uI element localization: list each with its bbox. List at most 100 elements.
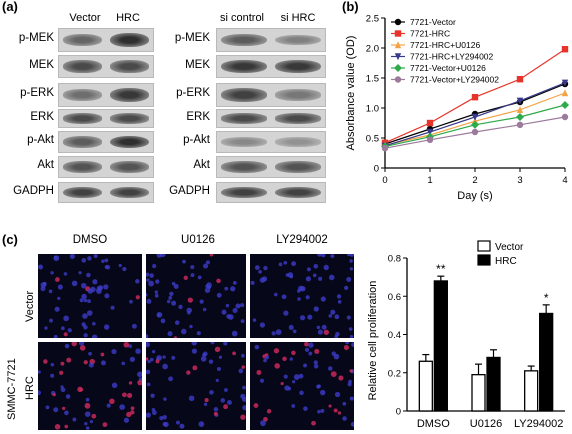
- cell-nucleus: [50, 271, 54, 275]
- cell-nucleus: [137, 379, 142, 386]
- cell-nucleus: [254, 344, 260, 350]
- line-point-s3-3: [516, 97, 524, 105]
- right-band-p-mek-lane1: [221, 33, 267, 47]
- cell-nucleus: [121, 361, 126, 366]
- cell-nucleus: [313, 306, 319, 312]
- cell-nucleus: [266, 409, 272, 414]
- cell-nucleus: [59, 370, 64, 375]
- legend-marker-4: [394, 64, 402, 72]
- cell-nucleus: [214, 346, 221, 353]
- bar-hrc-0: [433, 280, 448, 412]
- left-band-mek-lane2: [110, 60, 149, 73]
- cell-nucleus: [220, 398, 226, 403]
- cell-nucleus: [60, 385, 64, 389]
- left-band-akt-lane1: [63, 161, 102, 173]
- cell-nucleus: [54, 424, 61, 430]
- line-chart-ytick-label: 0.5: [366, 134, 379, 145]
- western-blot-right: si control si HRC p-MEK MEK p-ERK ERK p-Akt A…: [160, 0, 335, 210]
- right-row-label-p-akt: p-Akt: [183, 134, 210, 146]
- line-chart-xtick-label: 3: [517, 175, 522, 186]
- line-point-s1-4: [561, 46, 569, 53]
- cell-nucleus: [149, 357, 154, 362]
- cell-nucleus: [259, 322, 266, 328]
- col-label-ly294002: LY294002: [276, 234, 328, 246]
- cell-nucleus: [336, 294, 342, 299]
- cell-nucleus: [79, 345, 86, 351]
- cell-nucleus: [292, 329, 297, 334]
- cell-nucleus: [216, 278, 221, 284]
- cell-nucleus: [347, 382, 352, 387]
- bar-chart-y-axis-title: Relative cell proliferation: [367, 281, 379, 401]
- cell-nucleus: [349, 254, 354, 257]
- cell-nucleus: [238, 368, 244, 374]
- cell-nucleus: [240, 414, 246, 420]
- line-point-s3-4: [561, 79, 569, 87]
- cell-nucleus: [156, 254, 163, 258]
- cell-nucleus: [109, 398, 115, 405]
- cell-nucleus: [86, 310, 93, 316]
- left-blot-strip-mek: [58, 55, 154, 78]
- lane-label-si-control: si control: [219, 12, 265, 24]
- left-row-label-p-erk: p-ERK: [20, 87, 54, 99]
- micrograph-hrc-ly294002: [250, 342, 354, 430]
- cell-nucleus: [258, 270, 262, 274]
- left-band-gadph-lane1: [63, 186, 102, 199]
- left-row-label-p-akt: p-Akt: [27, 134, 54, 146]
- cell-nucleus: [349, 369, 353, 373]
- right-band-mek-lane2: [275, 59, 321, 74]
- micrograph-cells: [146, 342, 246, 429]
- cell-nucleus: [333, 353, 340, 360]
- cell-nucleus: [72, 417, 77, 422]
- right-row-label-erk: ERK: [186, 110, 210, 123]
- bar-vector-0: [418, 360, 433, 412]
- cell-nucleus: [289, 357, 293, 361]
- cell-nucleus: [146, 293, 148, 297]
- cell-nucleus: [207, 285, 212, 290]
- cell-nucleus: [92, 279, 98, 285]
- legend-marker-1: [394, 30, 402, 37]
- line-point-s2-4: [561, 89, 569, 97]
- line-point-s3-1: [426, 128, 434, 136]
- cell-nucleus: [148, 280, 154, 287]
- cell-nucleus: [71, 342, 77, 347]
- cell-nucleus: [163, 397, 167, 401]
- cell-nucleus: [289, 275, 293, 279]
- cell-nucleus: [156, 311, 163, 318]
- legend-label-5: 7721-Vector+LY294002: [410, 75, 499, 85]
- col-label-dmso: DMSO: [72, 234, 108, 246]
- cell-nucleus: [65, 394, 71, 399]
- cell-nucleus: [103, 284, 109, 290]
- cell-nucleus: [126, 411, 132, 418]
- line-point-s2-3: [516, 106, 524, 113]
- cell-nucleus: [317, 329, 323, 335]
- cell-nucleus: [162, 415, 167, 420]
- cell-nucleus: [129, 356, 135, 362]
- cell-nucleus: [190, 265, 195, 270]
- cell-nucleus: [312, 273, 317, 278]
- cell-nucleus: [156, 355, 163, 361]
- cell-nucleus: [54, 306, 60, 312]
- left-row-label-akt: Akt: [37, 159, 54, 171]
- right-blot-strip-erk: [216, 109, 326, 128]
- cell-nucleus: [180, 328, 187, 335]
- cell-nucleus: [314, 348, 320, 354]
- cell-nucleus: [80, 282, 87, 289]
- cell-nucleus: [63, 272, 68, 276]
- cell-nucleus: [297, 297, 301, 301]
- cell-nucleus: [319, 389, 326, 396]
- cell-nucleus: [198, 421, 205, 428]
- cell-nucleus: [151, 407, 156, 412]
- cell-nucleus: [43, 359, 48, 364]
- cell-nucleus: [167, 331, 173, 337]
- right-blot-strip-akt: [216, 156, 326, 178]
- cell-nucleus: [241, 396, 246, 402]
- cell-nucleus: [235, 303, 241, 309]
- cell-nucleus: [82, 313, 88, 319]
- cell-nucleus: [83, 333, 88, 338]
- cell-nucleus: [104, 265, 109, 269]
- micrograph-cells: [38, 254, 140, 338]
- cell-nucleus: [100, 352, 105, 357]
- cell-nucleus: [349, 267, 353, 271]
- cell-nucleus: [162, 363, 168, 370]
- cell-nucleus: [303, 363, 308, 368]
